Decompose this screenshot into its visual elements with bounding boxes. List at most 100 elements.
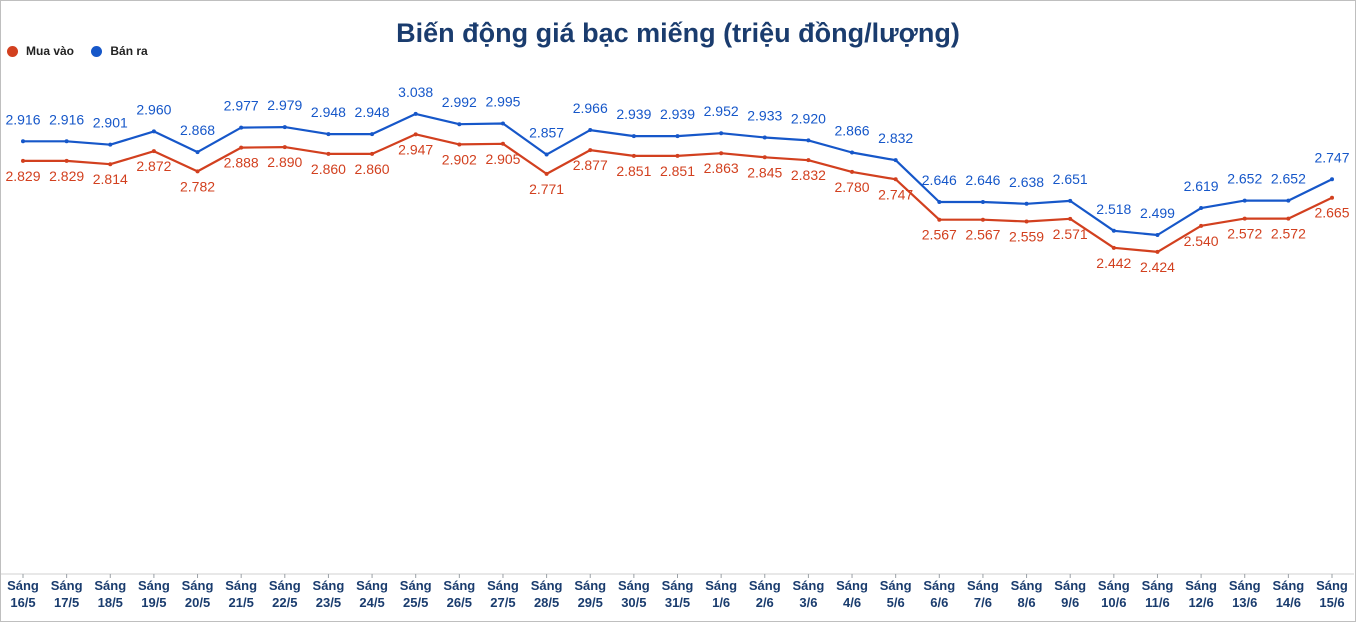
- x-tick-label: Sáng 27/5: [487, 578, 519, 610]
- data-point: [326, 132, 331, 137]
- data-label: 2.966: [573, 100, 608, 116]
- data-label: 2.747: [878, 186, 913, 202]
- data-label: 2.851: [616, 163, 651, 179]
- legend-item-sell: Bán ra: [91, 44, 148, 58]
- data-label: 2.952: [704, 103, 739, 119]
- data-label: 2.947: [398, 141, 433, 157]
- data-point: [631, 153, 636, 158]
- data-point: [806, 138, 811, 143]
- x-tick-label: Sáng 31/5: [662, 578, 694, 610]
- x-tick-label: Sáng 16/5: [7, 578, 39, 610]
- data-point: [850, 150, 855, 155]
- data-label: 2.863: [704, 160, 739, 176]
- data-point: [151, 149, 156, 154]
- data-label: 2.665: [1314, 205, 1349, 221]
- data-label: 2.960: [136, 101, 171, 117]
- data-label: 2.920: [791, 110, 826, 126]
- data-point: [588, 148, 593, 153]
- data-label: 2.829: [49, 168, 84, 184]
- x-tick-label: Sáng 13/6: [1229, 578, 1261, 610]
- x-tick-label: Sáng 14/6: [1272, 578, 1304, 610]
- data-label: 2.888: [224, 155, 259, 171]
- data-point: [1199, 223, 1204, 228]
- data-point: [588, 128, 593, 133]
- data-label: 2.866: [835, 123, 870, 139]
- data-point: [1111, 228, 1116, 233]
- data-label: 2.652: [1271, 171, 1306, 187]
- data-point: [1155, 233, 1160, 238]
- data-point: [370, 132, 375, 137]
- data-point: [1286, 216, 1291, 221]
- x-tick-label: Sáng 1/6: [705, 578, 737, 610]
- data-label: 2.829: [5, 168, 40, 184]
- data-point: [1242, 216, 1247, 221]
- data-label: 2.992: [442, 94, 477, 110]
- legend: Mua vào Bán ra: [7, 44, 162, 60]
- data-label: 2.905: [485, 151, 520, 167]
- x-tick-label: Sáng 26/5: [443, 578, 475, 610]
- x-tick-label: Sáng 6/6: [923, 578, 955, 610]
- x-tick-label: Sáng 15/6: [1316, 578, 1348, 610]
- x-tick-label: Sáng 9/6: [1054, 578, 1086, 610]
- x-tick-label: Sáng 30/5: [618, 578, 650, 610]
- data-label: 2.651: [1053, 171, 1088, 187]
- data-point: [151, 129, 156, 134]
- data-point: [1330, 195, 1334, 200]
- data-label: 2.567: [965, 227, 1000, 243]
- data-point: [239, 145, 244, 150]
- data-label: 2.646: [965, 172, 1000, 188]
- data-label: 2.782: [180, 178, 215, 194]
- data-point: [413, 111, 418, 116]
- data-point: [762, 155, 767, 160]
- x-tick-label: Sáng 29/5: [574, 578, 606, 610]
- x-tick-label: Sáng 2/6: [749, 578, 781, 610]
- data-point: [282, 145, 287, 150]
- data-label: 2.518: [1096, 201, 1131, 217]
- data-label: 2.916: [5, 111, 40, 127]
- x-tick-label: Sáng 24/5: [356, 578, 388, 610]
- data-point: [457, 142, 462, 147]
- data-label: 2.939: [616, 106, 651, 122]
- data-point: [195, 169, 200, 174]
- data-point: [1286, 198, 1291, 203]
- data-point: [195, 150, 200, 155]
- x-tick-label: Sáng 19/5: [138, 578, 170, 610]
- data-point: [413, 132, 418, 137]
- x-tick-label: Sáng 7/6: [967, 578, 999, 610]
- data-point: [675, 153, 680, 158]
- data-point: [500, 121, 505, 126]
- data-label: 2.747: [1314, 149, 1349, 165]
- data-label: 2.857: [529, 125, 564, 141]
- data-label: 2.619: [1184, 178, 1219, 194]
- data-label: 2.572: [1271, 226, 1306, 242]
- data-point: [282, 125, 287, 130]
- data-point: [1155, 249, 1160, 254]
- data-point: [1068, 198, 1073, 203]
- data-label: 2.652: [1227, 171, 1262, 187]
- data-label: 2.860: [355, 161, 390, 177]
- data-point: [806, 158, 811, 163]
- data-label: 2.877: [573, 157, 608, 173]
- data-label: 2.567: [922, 227, 957, 243]
- data-label: 2.442: [1096, 255, 1131, 271]
- data-label: 2.780: [835, 179, 870, 195]
- data-label: 2.646: [922, 172, 957, 188]
- x-tick-label: Sáng 21/5: [225, 578, 257, 610]
- data-label: 2.832: [878, 130, 913, 146]
- x-tick-label: Sáng 4/6: [836, 578, 868, 610]
- data-label: 2.933: [747, 107, 782, 123]
- data-point: [64, 139, 69, 144]
- data-point: [108, 162, 113, 167]
- data-label: 2.572: [1227, 226, 1262, 242]
- data-label: 2.939: [660, 106, 695, 122]
- data-point: [1111, 245, 1116, 250]
- data-point: [239, 125, 244, 130]
- x-tick-label: Sáng 25/5: [400, 578, 432, 610]
- data-label: 2.814: [93, 171, 128, 187]
- data-point: [980, 199, 985, 204]
- data-point: [1242, 198, 1247, 203]
- data-point: [893, 158, 898, 163]
- legend-label-sell: Bán ra: [110, 44, 148, 58]
- data-label: 2.890: [267, 154, 302, 170]
